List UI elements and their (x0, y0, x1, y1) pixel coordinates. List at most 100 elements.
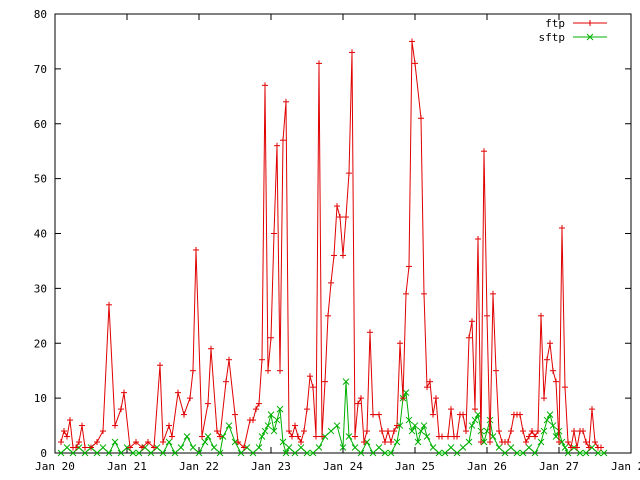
data-point-ftp (190, 367, 196, 374)
data-point-sftp (441, 449, 449, 457)
data-point-ftp (226, 356, 232, 363)
data-point-sftp (582, 449, 590, 457)
data-point-sftp (594, 449, 602, 457)
data-point-sftp (129, 449, 137, 457)
data-point-sftp (429, 444, 437, 451)
data-point-ftp (418, 115, 424, 122)
data-point-ftp (283, 98, 289, 105)
data-point-ftp (304, 406, 310, 413)
data-point-sftp (237, 449, 245, 457)
data-point-ftp (346, 170, 352, 177)
y-tick-label: 80 (34, 8, 47, 21)
data-point-ftp (289, 433, 295, 440)
y-tick-label: 20 (34, 337, 47, 350)
x-tick-label: Jan 28 (611, 460, 640, 473)
data-point-ftp (379, 428, 385, 435)
data-point-ftp (406, 263, 412, 270)
data-point-sftp (63, 444, 71, 451)
data-point-ftp (88, 444, 94, 451)
data-point-ftp (268, 334, 274, 341)
data-point-ftp (448, 406, 454, 413)
data-point-sftp (333, 422, 341, 429)
data-point-ftp (517, 411, 523, 418)
data-point-ftp (520, 428, 526, 435)
data-point-ftp (217, 433, 223, 440)
data-point-ftp (286, 428, 292, 435)
data-point-ftp (280, 137, 286, 144)
data-point-ftp (529, 428, 535, 435)
data-point-ftp (139, 444, 145, 451)
data-point-ftp (508, 428, 514, 435)
data-point-ftp (262, 82, 268, 89)
data-point-sftp (531, 449, 539, 457)
data-point-sftp (210, 444, 218, 451)
y-tick-label: 70 (34, 63, 47, 76)
data-point-sftp (423, 433, 431, 440)
data-point-ftp (298, 439, 304, 446)
data-point-ftp (340, 252, 346, 259)
data-point-sftp (381, 449, 389, 457)
data-point-ftp (421, 290, 427, 297)
data-point-ftp (328, 279, 334, 286)
data-point-ftp (79, 422, 85, 429)
data-point-ftp (538, 312, 544, 319)
data-point-ftp (187, 395, 193, 402)
data-point-sftp (408, 427, 416, 435)
data-point-ftp (547, 340, 553, 347)
data-point-ftp (121, 389, 127, 396)
data-point-sftp (327, 427, 335, 435)
data-point-sftp (387, 449, 395, 457)
data-point-sftp (447, 444, 455, 451)
data-point-ftp (160, 439, 166, 446)
data-point-ftp (550, 367, 556, 374)
data-point-sftp (414, 438, 422, 446)
y-tick-label: 10 (34, 392, 47, 405)
data-point-ftp (469, 318, 475, 325)
data-point-ftp (322, 378, 328, 385)
data-point-ftp (106, 301, 112, 308)
y-tick-label: 40 (34, 228, 47, 241)
series-line-ftp (60, 41, 601, 450)
data-point-sftp (501, 449, 509, 457)
data-point-ftp (67, 417, 73, 424)
y-axis: 0 10 20 30 40 50 60 70 80 (34, 8, 631, 460)
data-point-ftp (205, 400, 211, 407)
data-point-ftp (460, 411, 466, 418)
data-point-sftp (273, 416, 281, 424)
legend-label-sftp: sftp (539, 31, 566, 44)
data-point-ftp (319, 433, 325, 440)
series-ftp (58, 38, 604, 451)
data-point-ftp (76, 439, 82, 446)
data-point-sftp (483, 427, 491, 435)
data-point-ftp (169, 433, 175, 440)
data-point-ftp (337, 214, 343, 221)
data-point-ftp (199, 433, 205, 440)
data-point-sftp (339, 444, 347, 451)
data-point-ftp (214, 428, 220, 435)
data-point-ftp (277, 367, 283, 374)
data-point-ftp (157, 362, 163, 369)
data-point-sftp (135, 449, 143, 457)
data-point-ftp (544, 356, 550, 363)
data-point-ftp (487, 439, 493, 446)
legend-marker-sftp (586, 33, 594, 41)
data-point-ftp (349, 49, 355, 56)
data-point-sftp (435, 449, 443, 457)
data-point-sftp (69, 449, 77, 457)
data-point-sftp (393, 438, 401, 446)
data-point-sftp (216, 449, 224, 457)
data-point-sftp (465, 438, 473, 446)
data-point-sftp (405, 416, 413, 424)
x-tick-label: Jan 21 (107, 460, 147, 473)
data-point-sftp (291, 449, 299, 457)
data-point-ftp (439, 433, 445, 440)
x-tick-label: Jan 20 (35, 460, 75, 473)
data-point-sftp (282, 449, 290, 457)
data-point-sftp (279, 438, 287, 446)
data-point-ftp (175, 389, 181, 396)
data-point-ftp (82, 444, 88, 451)
data-point-ftp (523, 439, 529, 446)
data-point-sftp (117, 449, 125, 457)
data-point-sftp (309, 449, 317, 457)
